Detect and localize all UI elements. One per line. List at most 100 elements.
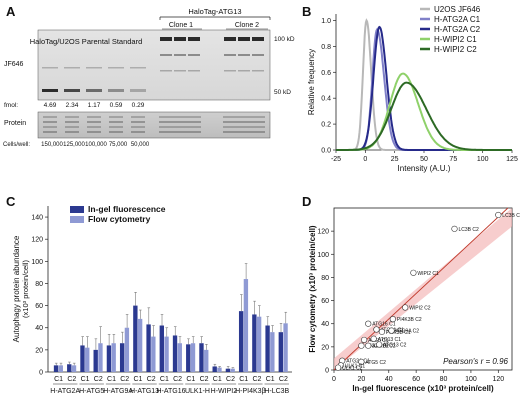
standard-band — [42, 89, 58, 92]
bar — [230, 368, 235, 372]
fmol-values: 4.69 2.34 1.17 0.59 0.29 — [44, 102, 145, 109]
protein-smear — [109, 131, 123, 133]
legend-label-b: H-WIPI2 C1 — [434, 35, 477, 44]
bar — [225, 368, 231, 372]
x-tick-label-d: 80 — [440, 376, 448, 383]
protein-smear — [109, 121, 123, 123]
y-tick-label-d: 100 — [317, 252, 329, 259]
bar — [283, 323, 288, 372]
cells-value: 75,000 — [109, 142, 128, 148]
legend-label-b: H-ATG2A C2 — [434, 25, 481, 34]
point-label: PI4K3B C2 — [397, 317, 422, 323]
bar — [212, 366, 217, 372]
point-label: ATG13 C2 — [383, 343, 406, 349]
bar — [252, 314, 257, 372]
y-axis-label-c-units: (x10³ protein/cell) — [21, 260, 30, 318]
scatter-point — [361, 336, 368, 344]
protein-label: Protein — [4, 120, 26, 127]
protein-smear — [223, 121, 237, 123]
group-label: H-ATG2A — [50, 388, 80, 395]
standard-faint-band — [42, 67, 58, 69]
protein-smear — [131, 126, 145, 128]
bar — [159, 325, 164, 372]
clone-tick-label: C2 — [200, 376, 209, 383]
x-tick-label-b: -25 — [331, 156, 341, 163]
clone2-label: Clone 2 — [235, 22, 259, 29]
protein-smear — [87, 126, 101, 128]
clone-tick-label: C2 — [67, 376, 76, 383]
bar — [71, 365, 77, 372]
clone-faint-band — [224, 54, 236, 56]
x-axis-label-d: In-gel fluorescence (x10³ protein/cell) — [352, 384, 494, 393]
chart-b: -25 0 25 50 75 100 125 0.0 0.2 0.4 0.6 0.8 1.0 Intens… — [307, 5, 518, 173]
point-label: ATG13 C1 — [378, 337, 401, 343]
protein-smear — [87, 121, 101, 123]
clone-tick-label: C2 — [252, 376, 261, 383]
protein-smear — [223, 126, 237, 128]
bar — [238, 311, 244, 372]
x-tick-label-d: 20 — [357, 376, 365, 383]
protein-smear — [109, 116, 123, 118]
bar — [243, 279, 249, 372]
protein-smear — [87, 131, 101, 133]
scatter-point — [495, 211, 502, 219]
group-label: H-ATG13 — [130, 388, 159, 395]
clone-faint-band — [224, 70, 236, 72]
legend-label-b: H-WIPI2 C2 — [434, 45, 477, 54]
x-tick-label-b: 25 — [391, 156, 399, 163]
protein-smear — [65, 121, 79, 123]
clone-faint-band — [160, 54, 172, 56]
y-tick-label-c: 0 — [39, 370, 43, 377]
y-axis-label-c: Autophagy protein abundance — [12, 235, 21, 342]
point-label: ATG9A C2 — [396, 329, 420, 335]
protein-smear — [43, 126, 57, 128]
group-label: H-ATG5 — [79, 388, 104, 395]
protein-smear — [237, 121, 251, 123]
y-tick-label-d: 20 — [321, 344, 329, 351]
bar — [106, 345, 112, 372]
y-axis-label-d: Flow cytometry (x10³ protein/cell) — [308, 225, 317, 352]
standard-band — [108, 89, 124, 92]
protein-smear — [223, 116, 237, 118]
cells-value: 150,000 — [41, 142, 63, 148]
panel-c: C 0 20 40 60 80 100 120 140 Autophagy protein ab… — [6, 194, 292, 395]
y-tick-label-b: 0.2 — [321, 122, 331, 129]
clone-faint-band — [174, 54, 186, 56]
protein-smear — [131, 131, 145, 133]
bar — [146, 324, 151, 372]
clone-tick-label: C1 — [81, 376, 90, 383]
cells-values: 150,000 125,000 100,000 75,000 50,000 — [41, 142, 150, 148]
protein-smear — [237, 126, 251, 128]
x-axis-label-b: Intensity (A.U.) — [398, 164, 451, 173]
protein-smear — [173, 116, 187, 118]
fmol-value: 4.69 — [44, 102, 57, 109]
clone1-label: Clone 1 — [169, 22, 193, 29]
scatter-point — [335, 364, 342, 371]
bar — [151, 336, 156, 372]
group-label: ULK1-H — [185, 388, 210, 395]
y-tick-label-d: 80 — [321, 275, 329, 282]
protein-smear — [159, 131, 173, 133]
clone-tick-label: C2 — [94, 376, 103, 383]
y-tick-label-c: 80 — [35, 281, 43, 288]
bar — [265, 325, 270, 372]
clone-tick-label: C1 — [213, 376, 222, 383]
protein-smear — [159, 121, 173, 123]
clone-tick-label: C1 — [186, 376, 195, 383]
y-tick-label-c: 100 — [31, 259, 43, 266]
protein-smear — [187, 121, 201, 123]
protein-smear — [187, 116, 201, 118]
group-label: H-LC3B — [264, 388, 289, 395]
standard-faint-band — [108, 67, 124, 69]
clone-band — [160, 37, 172, 41]
y-tick-label-c: 140 — [31, 215, 43, 222]
clone-tick-label: C2 — [120, 376, 129, 383]
bar — [85, 347, 90, 372]
panel-letter-c: C — [6, 194, 16, 209]
y-tick-label-c: 40 — [35, 325, 43, 332]
protein-smear — [223, 131, 237, 133]
kd100-label: 100 kD — [274, 36, 295, 43]
protein-smear — [87, 116, 101, 118]
